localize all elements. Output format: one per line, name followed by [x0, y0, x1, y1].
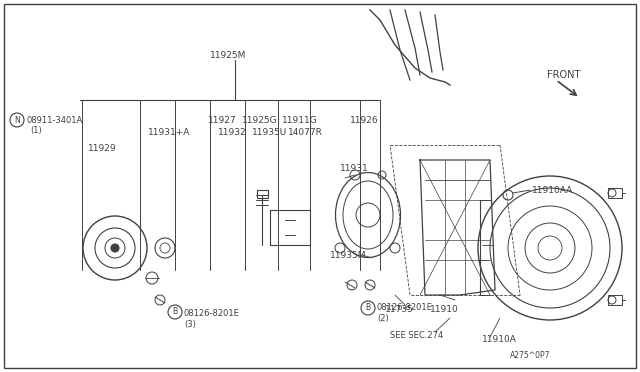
- Text: SEE SEC.274: SEE SEC.274: [390, 330, 444, 340]
- Text: 11931+A: 11931+A: [148, 128, 190, 137]
- Text: 11925M: 11925M: [210, 51, 246, 60]
- Text: (2): (2): [377, 314, 388, 324]
- Bar: [608, 295, 622, 305]
- Text: 11735: 11735: [385, 305, 413, 314]
- Text: B: B: [365, 304, 371, 312]
- Text: A275^0P7: A275^0P7: [510, 350, 550, 359]
- Bar: [608, 188, 622, 198]
- Text: 08911-3401A: 08911-3401A: [26, 115, 83, 125]
- Text: 11910A: 11910A: [482, 336, 517, 344]
- Text: 11925G: 11925G: [242, 115, 278, 125]
- Text: 08126-8201E: 08126-8201E: [184, 310, 240, 318]
- Bar: [257, 190, 268, 198]
- Text: 11927: 11927: [208, 115, 237, 125]
- Text: 11910: 11910: [430, 305, 459, 314]
- Text: 11932: 11932: [218, 128, 246, 137]
- Text: 14077R: 14077R: [288, 128, 323, 137]
- Text: 11929: 11929: [88, 144, 116, 153]
- Text: FRONT: FRONT: [547, 70, 580, 80]
- Text: 11911G: 11911G: [282, 115, 317, 125]
- Text: 11931: 11931: [340, 164, 369, 173]
- Text: (1): (1): [30, 125, 42, 135]
- Text: 11926: 11926: [350, 115, 379, 125]
- Circle shape: [111, 244, 119, 252]
- Text: 11935M: 11935M: [330, 250, 367, 260]
- Text: 11935U: 11935U: [252, 128, 287, 137]
- Text: B: B: [172, 308, 177, 317]
- Text: N: N: [14, 115, 20, 125]
- Text: (3): (3): [184, 321, 196, 330]
- Text: 11910AA: 11910AA: [532, 186, 573, 195]
- Text: 08126-8201E: 08126-8201E: [377, 304, 433, 312]
